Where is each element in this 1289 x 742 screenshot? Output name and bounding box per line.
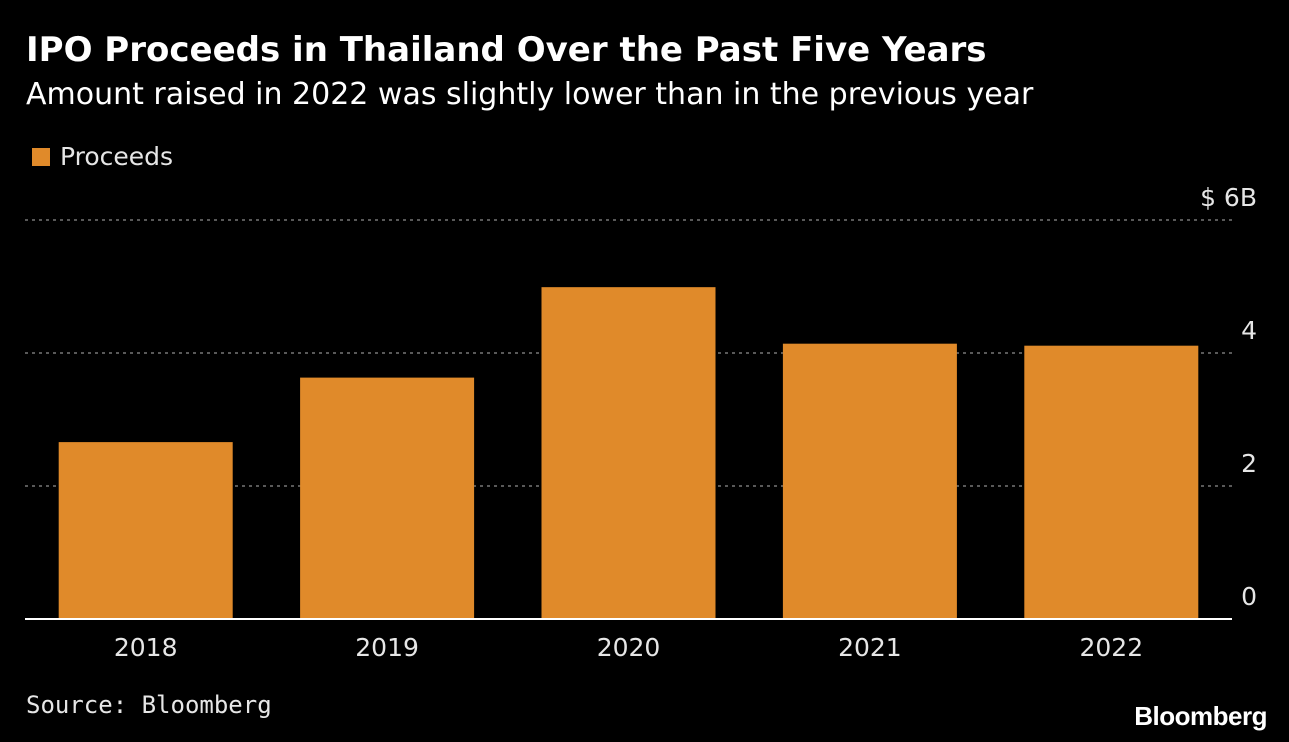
x-tick-label: 2020 [597, 633, 661, 662]
legend-swatch [32, 147, 50, 166]
bar-2019 [300, 377, 475, 619]
bar-2018 [58, 442, 233, 619]
brand-logo: Bloomberg [1134, 701, 1267, 731]
bar-2022 [1024, 345, 1199, 619]
y-tick-label: 2 [1241, 449, 1257, 478]
legend: Proceeds [32, 142, 173, 171]
y-tick-label: $ 6B [1200, 183, 1257, 212]
chart-title: IPO Proceeds in Thailand Over the Past F… [26, 30, 987, 70]
bar-2021 [782, 343, 957, 619]
axes: 0 2 4 $ 6B 2018 2019 2020 2021 2022 [25, 183, 1257, 662]
bar-2020 [541, 287, 716, 619]
legend-label: Proceeds [60, 142, 174, 171]
y-tick-label: 4 [1241, 316, 1257, 345]
chart-subtitle: Amount raised in 2022 was slightly lower… [26, 77, 1034, 112]
y-tick-label: 0 [1241, 582, 1257, 611]
x-tick-label: 2022 [1079, 633, 1143, 662]
bars [58, 287, 1199, 619]
x-tick-label: 2019 [355, 633, 419, 662]
source-note: Source: Bloomberg [26, 691, 272, 719]
x-tick-label: 2021 [838, 633, 902, 662]
x-tick-label: 2018 [114, 633, 178, 662]
